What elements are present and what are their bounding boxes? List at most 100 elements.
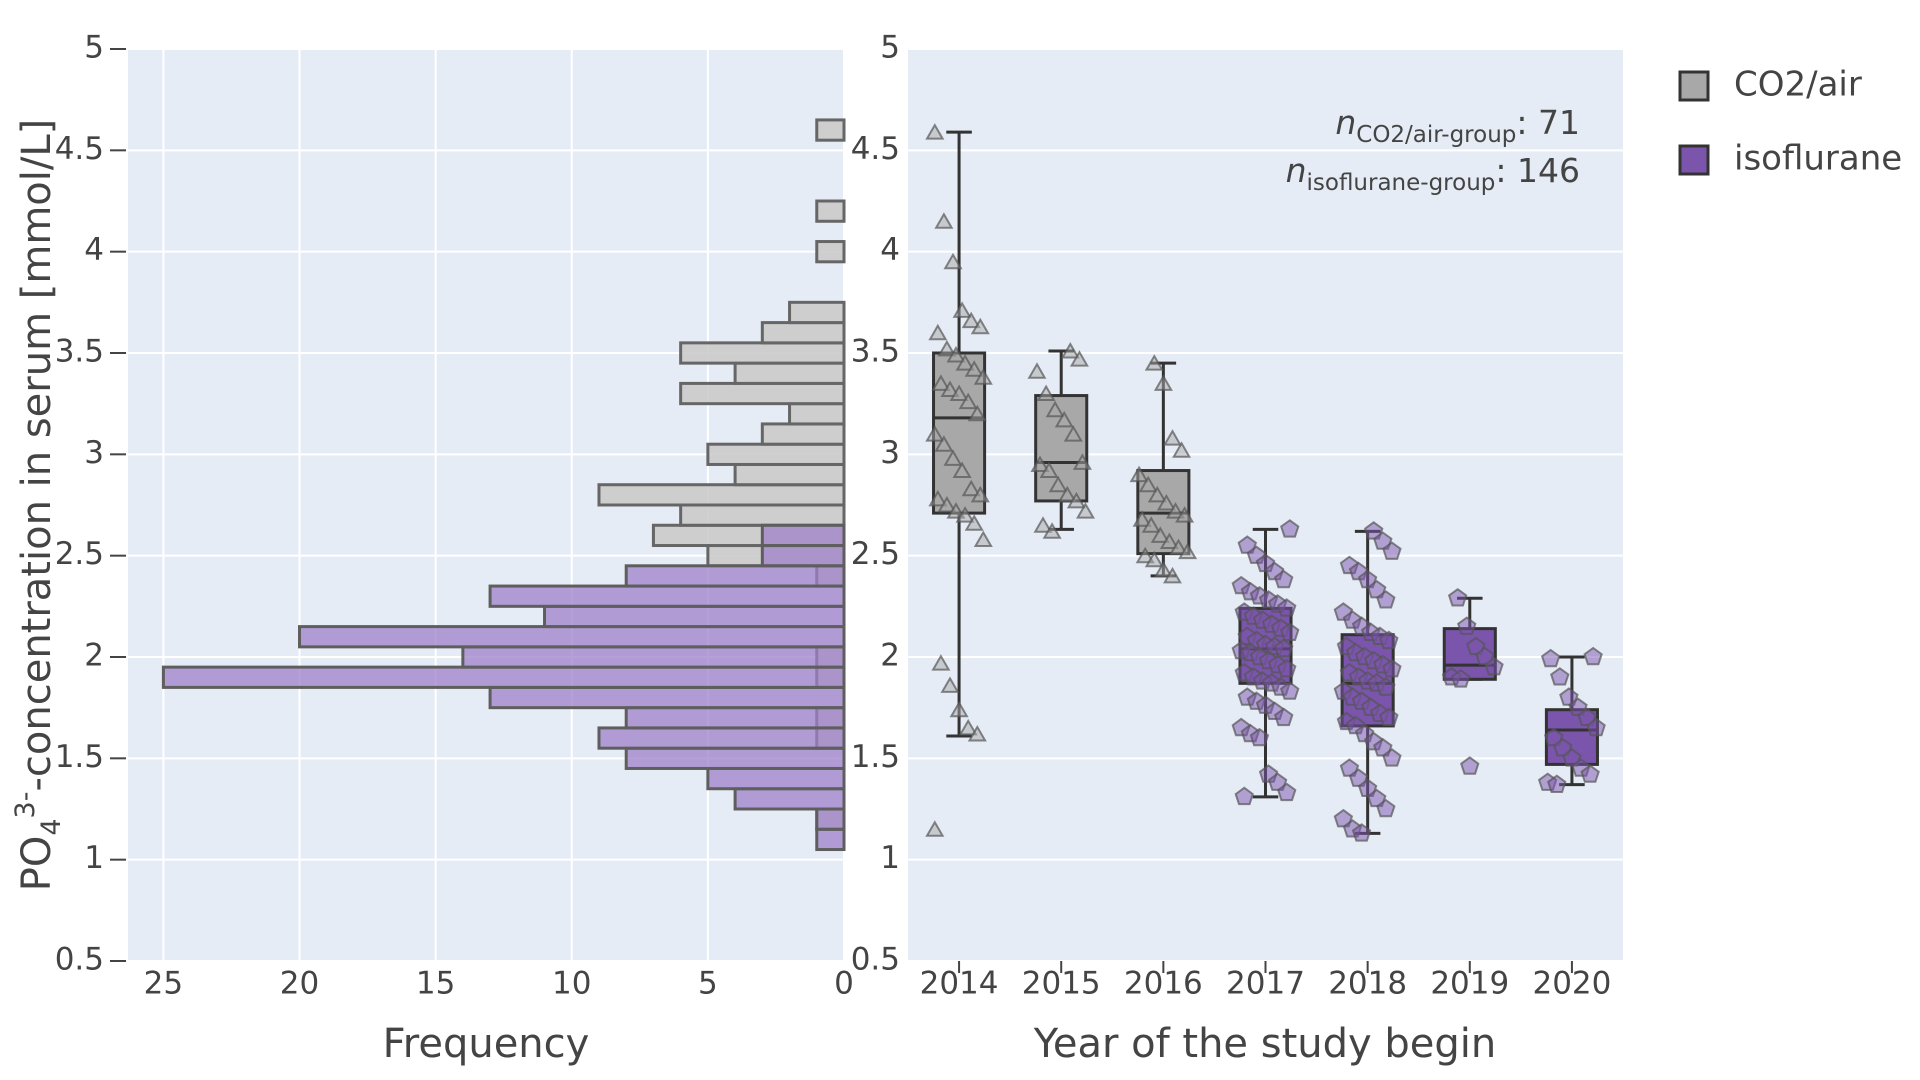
data-point (1280, 681, 1300, 700)
data-point (1156, 494, 1176, 511)
histogram-bar (624, 706, 846, 730)
data-point (958, 392, 978, 410)
x-axis-title: Frequency (383, 1021, 590, 1067)
x-tick-label: 2015 (1022, 966, 1101, 1002)
data-point (1135, 546, 1155, 564)
data-point (1234, 786, 1254, 806)
y-tick-label: 5 (84, 30, 104, 66)
data-point (1376, 590, 1396, 609)
x-tick-label: 10 (552, 966, 591, 1002)
data-point (928, 323, 948, 341)
data-point (955, 506, 975, 523)
data-point (1075, 502, 1096, 519)
data-point (1132, 510, 1152, 527)
data-point (1280, 622, 1300, 641)
y-tick-label: 0.5 (851, 942, 900, 978)
data-point (928, 489, 948, 507)
data-point (1147, 485, 1167, 503)
data-point (1277, 598, 1297, 617)
data-point (934, 435, 954, 452)
legend-swatch (1678, 144, 1710, 176)
data-point (964, 514, 984, 531)
y-tick-label: 4 (880, 232, 900, 268)
data-point (1027, 362, 1047, 379)
histogram-bar (815, 240, 846, 264)
histogram-bar (733, 787, 846, 811)
box (1027, 342, 1096, 539)
data-point (1450, 669, 1471, 688)
data-point (949, 700, 969, 718)
data-point (1447, 587, 1468, 607)
data-point (943, 449, 963, 466)
annotation-subscript: isoflurane-group (1307, 170, 1496, 196)
data-point (940, 380, 960, 397)
x-tick-label: 15 (416, 966, 455, 1002)
data-point (1583, 646, 1603, 666)
histogram-bar (815, 118, 846, 142)
y-tick-label: 1.5 (55, 739, 104, 775)
data-point (1168, 538, 1189, 556)
data-point (1550, 667, 1570, 686)
histogram-bar (760, 523, 846, 548)
data-point (1586, 717, 1606, 737)
data-point (1057, 485, 1077, 503)
data-point (1382, 748, 1402, 767)
data-point (1580, 764, 1600, 783)
legend-swatch (1678, 70, 1710, 102)
annotation: nCO2/air-group: 71 (1335, 103, 1580, 148)
y-tick-label: 4.5 (851, 131, 900, 167)
data-point (952, 301, 972, 318)
histogram-bar (597, 726, 846, 750)
annotation-variable: n (1335, 103, 1356, 142)
data-point (967, 725, 987, 742)
box (1441, 587, 1504, 775)
histogram-bar (624, 746, 846, 770)
data-point (958, 718, 978, 736)
data-point (1141, 516, 1161, 533)
data-point (1382, 541, 1402, 560)
y-tick-label: 2 (880, 638, 900, 674)
data-point (1277, 658, 1297, 678)
data-point (1144, 550, 1164, 568)
histogram-bar (488, 685, 846, 710)
data-point (1379, 707, 1399, 727)
data-point (1162, 429, 1182, 446)
data-point (1030, 455, 1050, 472)
x-tick-label: 2016 (1124, 966, 1203, 1002)
annotation: nisoflurane-group: 146 (1286, 151, 1580, 196)
y-title-sup: 3- (10, 792, 41, 819)
y-tick-label: 2.5 (851, 536, 900, 572)
histogram-bar (679, 503, 846, 527)
data-point (955, 354, 975, 371)
data-point (925, 820, 945, 837)
data-point (1036, 384, 1056, 401)
data-point (931, 654, 951, 671)
y-tick-label: 1 (84, 840, 104, 876)
annotation-subscript: CO2/air-group (1356, 122, 1516, 148)
histogram-bar (733, 361, 846, 385)
data-point (1547, 774, 1567, 793)
x-tick-label: 2019 (1430, 966, 1509, 1002)
x-tick-label: 5 (698, 966, 718, 1002)
box (1231, 519, 1300, 806)
data-point (1165, 502, 1186, 519)
data-point (1153, 374, 1173, 391)
histogram-bar (788, 300, 846, 325)
data-point (1460, 756, 1480, 775)
chart-layer: 25 20 15 10 5 00.511.522.533.544.550.511.522.… (55, 30, 1903, 1002)
histogram-bar (597, 483, 846, 507)
x-axis-title: Year of the study begin (1033, 1021, 1497, 1067)
data-point (1540, 648, 1561, 668)
data-point (946, 346, 966, 363)
data-point (1249, 727, 1270, 747)
data-point (970, 317, 990, 335)
data-point (952, 461, 972, 478)
histogram-bar (733, 462, 846, 487)
histogram-bar (760, 422, 846, 446)
data-point (1048, 475, 1068, 493)
data-point (1376, 677, 1396, 696)
histogram-bar (461, 645, 846, 669)
data-point (1277, 782, 1297, 802)
data-point (1273, 638, 1294, 658)
data-point (1159, 532, 1179, 549)
